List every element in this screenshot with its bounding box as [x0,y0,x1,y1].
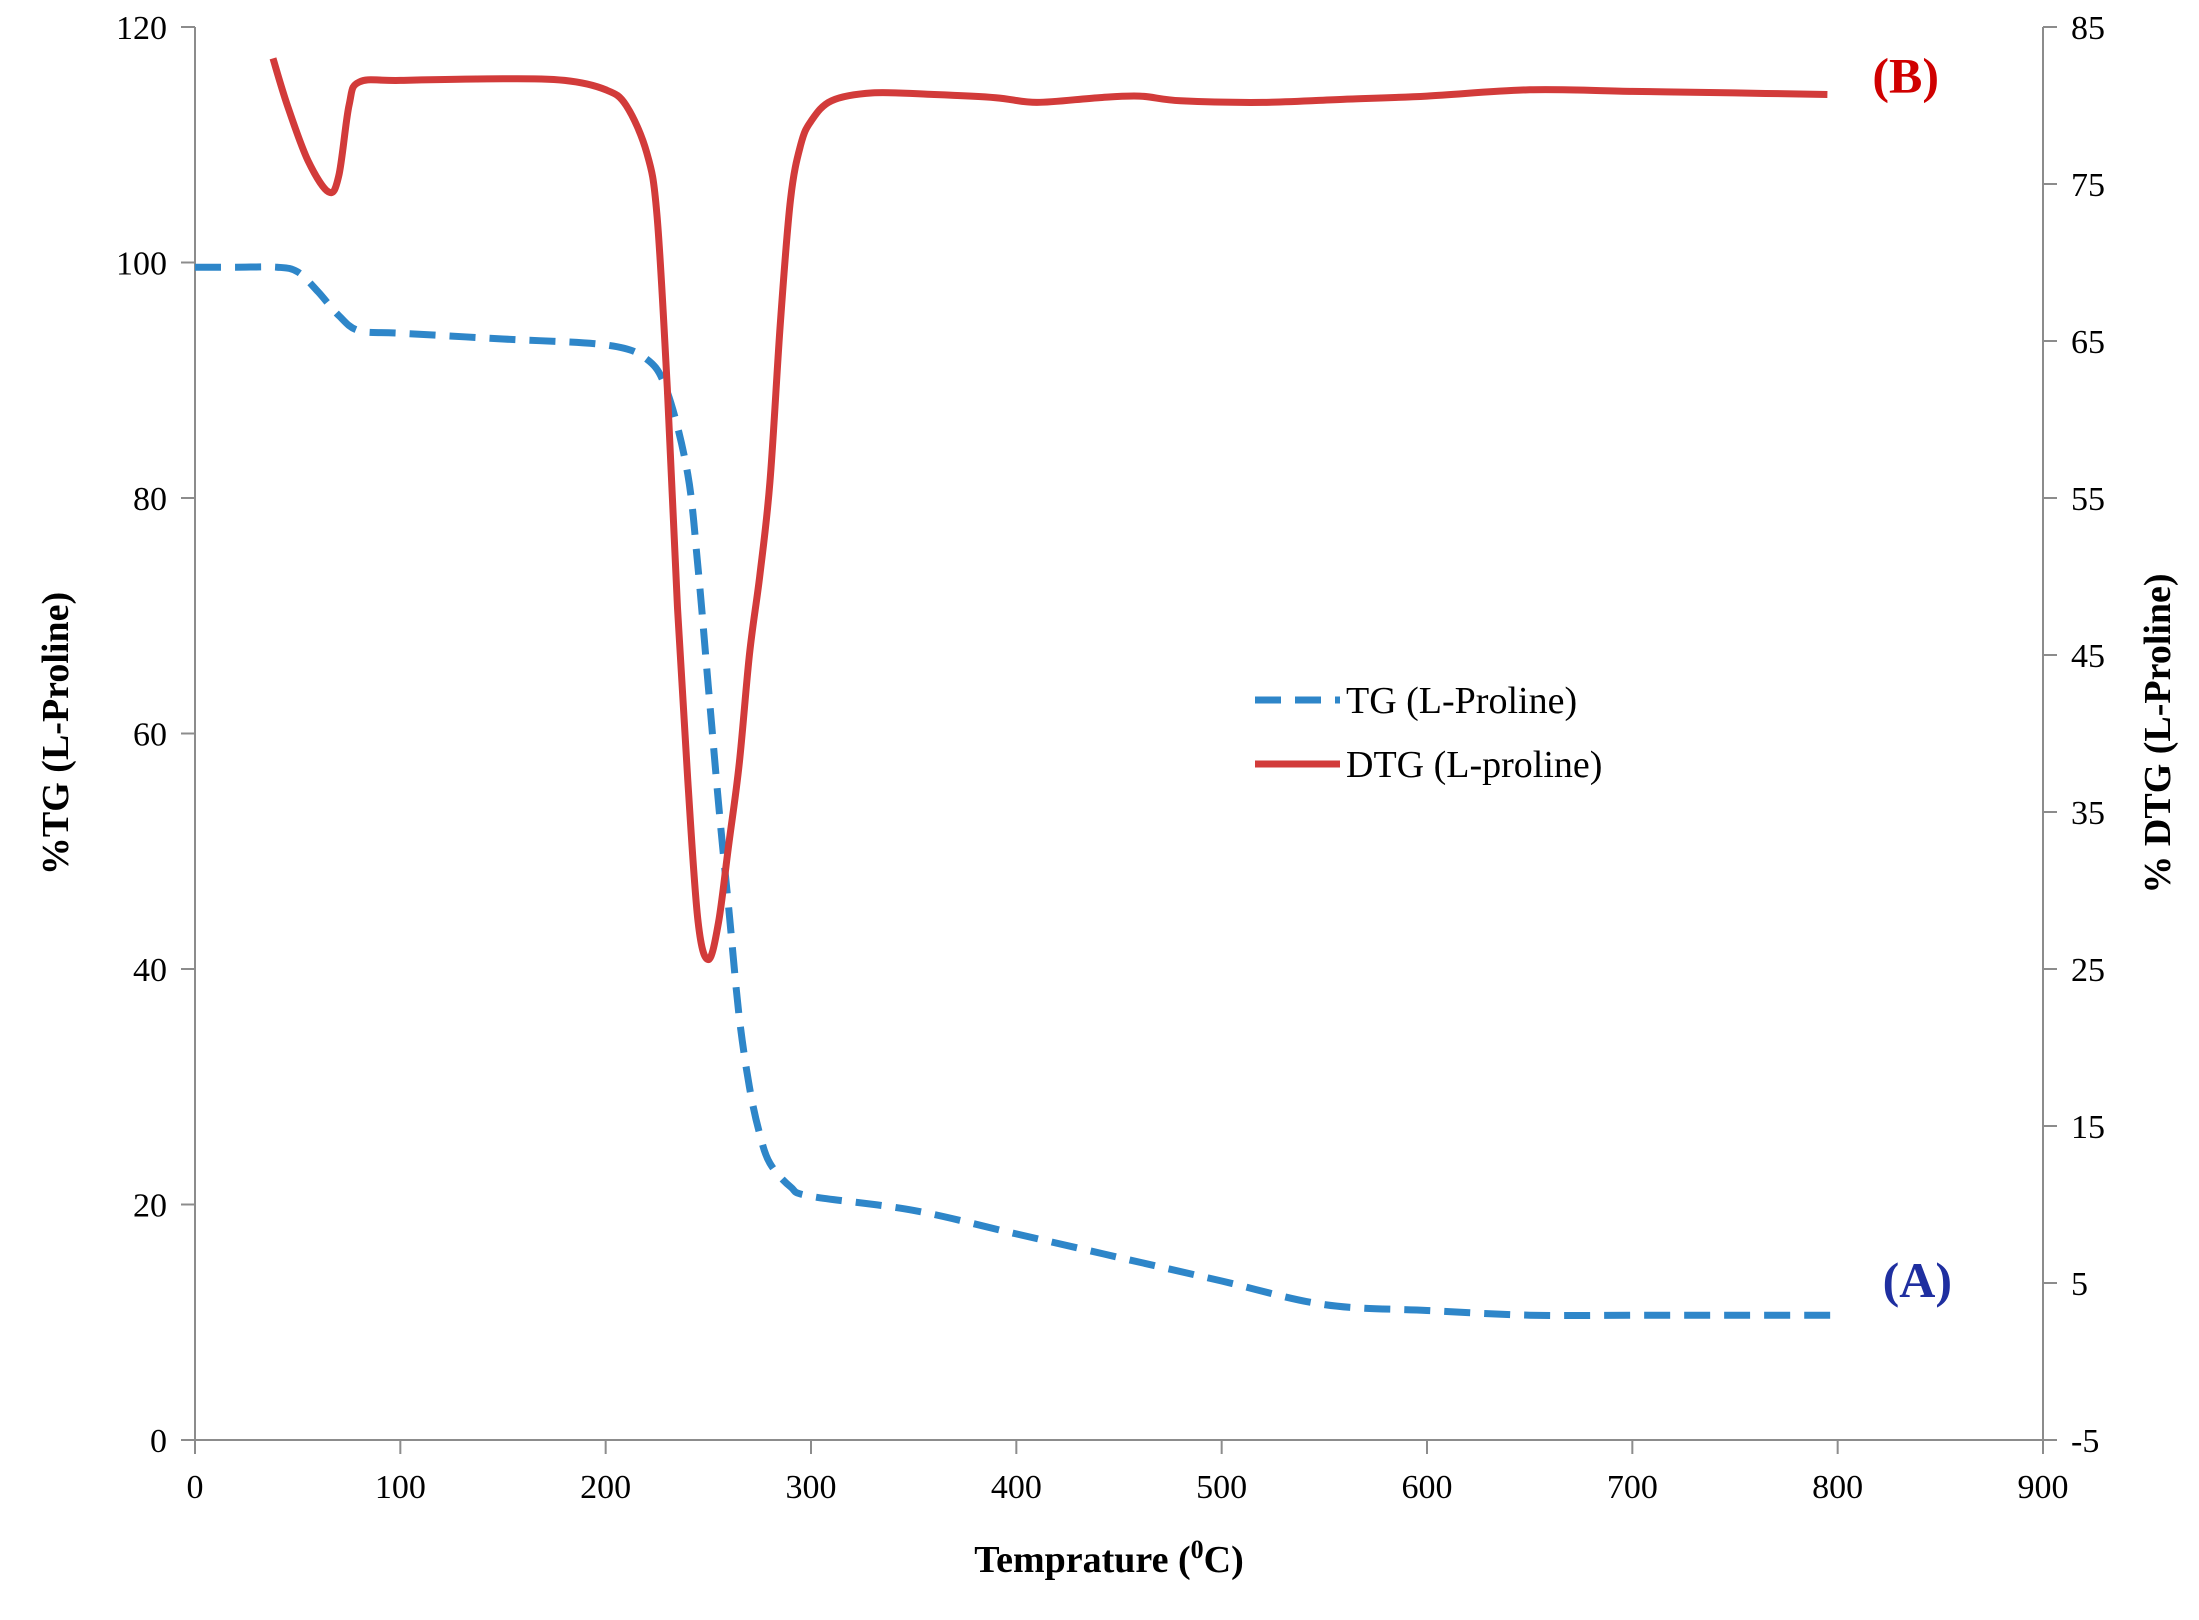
tg-series-line [195,263,1838,1320]
x-tick-label: 600 [1402,1469,1453,1506]
y-right-tick-label: 85 [2071,10,2105,47]
y-right-tick-label: 25 [2071,952,2105,989]
x-tick-label: 0 [187,1469,204,1506]
y-right-tick-label: 55 [2071,481,2105,518]
legend-label-tg: TG (L-Proline) [1346,680,1577,722]
y-right-tick-label: 65 [2071,324,2105,361]
dtg-series-line [269,57,1828,964]
x-tick-label: 100 [375,1469,426,1506]
x-axis-title-superscript: 0 [1191,1535,1204,1564]
x-tick-label: 500 [1196,1469,1247,1506]
axes-group: 0 100 200 300 400 500 600 700 800 900 0 20 40 60 80 100… [116,10,2105,1506]
y-left-tick-label: 20 [133,1188,167,1225]
legend-label-dtg: DTG (L-proline) [1346,744,1602,786]
legend: TG (L-Proline) DTG (L-proline) [1255,680,1602,786]
series-group [195,57,1838,1320]
y-right-tick-label: 35 [2071,795,2105,832]
x-tick-label: 200 [580,1469,631,1506]
annotation-b: (B) [1872,48,1939,104]
y-right-axis-title: % DTG (L-Proline) [2137,573,2179,893]
y-right-tick-label: 75 [2071,167,2105,204]
x-axis-title: Temprature (0C) [974,1535,1243,1581]
x-tick-label: 400 [991,1469,1042,1506]
y-right-tick-label: 15 [2071,1109,2105,1146]
x-tick-label: 800 [1812,1469,1863,1506]
y-right-tick-label: 45 [2071,638,2105,675]
x-tick-label: 900 [2018,1469,2069,1506]
labels-group: %TG (L-Proline) % DTG (L-Proline) Tempra… [35,573,2179,1581]
x-axis-title-suffix: C) [1204,1539,1244,1581]
y-left-tick-label: 100 [116,246,167,283]
y-left-tick-label: 40 [133,952,167,989]
y-right-tick-label: 5 [2071,1266,2088,1303]
y-left-tick-label: 0 [150,1423,167,1460]
y-right-tick-label: -5 [2071,1423,2099,1460]
x-tick-label: 300 [786,1469,837,1506]
y-left-tick-label: 60 [133,717,167,754]
y-left-tick-label: 120 [116,10,167,47]
y-left-axis-title: %TG (L-Proline) [35,592,77,875]
annotation-a: (A) [1883,1252,1952,1308]
x-tick-label: 700 [1607,1469,1658,1506]
annotations-group: (A) (B) [1872,48,1952,1309]
x-axis-title-main: Temprature ( [974,1539,1190,1581]
y-left-tick-label: 80 [133,481,167,518]
